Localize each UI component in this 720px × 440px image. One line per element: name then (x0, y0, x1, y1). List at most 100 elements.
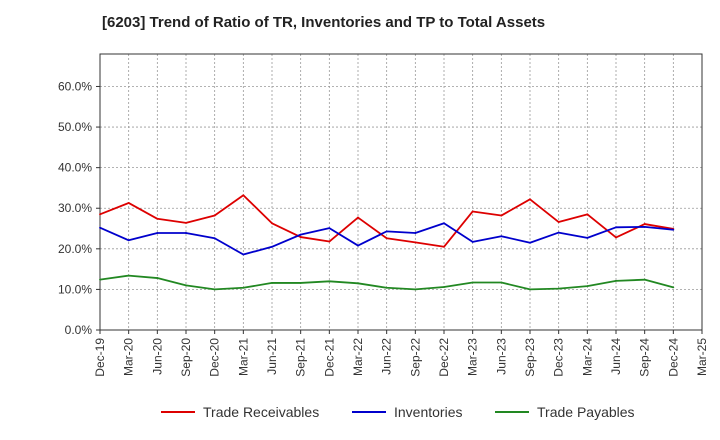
trade-receivables-point (357, 216, 359, 219)
x-tick-label: Jun-24 (609, 338, 623, 375)
trade-payables-point (443, 286, 445, 288)
x-tick-label: Mar-24 (580, 338, 594, 376)
inventories-point (443, 222, 445, 225)
trade-payables-point (156, 277, 159, 279)
y-tick-label: 30.0% (58, 201, 92, 215)
x-tick-label: Mar-23 (466, 338, 480, 376)
gridlines (100, 54, 702, 330)
trade-payables-point (500, 281, 503, 284)
x-tick-label: Sep-23 (523, 338, 537, 377)
legend-item-trade-receivables: Trade Receivables (161, 404, 319, 420)
x-tick-label: Dec-24 (666, 338, 680, 377)
y-tick-labels: 0.0% 10.0% 20.0% 30.0% 40.0% 50.0% 60.0% (58, 79, 92, 337)
trade-payables-point (185, 284, 187, 287)
x-tick-label: Dec-20 (208, 338, 222, 377)
y-tick-label: 50.0% (58, 120, 92, 134)
trade-receivables-point (443, 245, 445, 248)
trade-receivables-point (529, 198, 531, 201)
x-tick-label: Jun-23 (494, 338, 508, 375)
legend-label-trade-receivables: Trade Receivables (203, 404, 320, 420)
legend-item-inventories: Inventories (352, 404, 462, 420)
inventories-point (299, 233, 302, 236)
series-lines (99, 194, 675, 291)
trade-payables-point (385, 286, 388, 289)
trade-payables-point (357, 282, 359, 285)
inventories-point (643, 226, 646, 228)
trade-payables-point (127, 274, 130, 277)
inventories-point (414, 232, 417, 234)
inventories-point (328, 227, 331, 230)
trade-payables-point (672, 286, 675, 289)
trade-payables-point (299, 282, 302, 284)
y-tick-label: 10.0% (58, 282, 92, 296)
x-tick-label: Dec-21 (322, 338, 336, 377)
legend-label-trade-payables: Trade Payables (537, 404, 635, 420)
legend-swatch-trade-payables (495, 411, 529, 413)
inventories-point (271, 245, 273, 248)
trade-receivables-point (156, 217, 159, 220)
inventories-point (99, 226, 101, 229)
trade-receivables-point (557, 221, 560, 223)
trade-payables-point (328, 280, 331, 283)
trade-payables-point (586, 285, 589, 288)
x-tick-label: Sep-21 (294, 338, 308, 377)
inventories-point (357, 244, 359, 247)
inventories-point (557, 231, 560, 234)
inventories-point (672, 228, 675, 231)
y-tick-label: 0.0% (65, 323, 93, 337)
legend-swatch-inventories (352, 411, 386, 413)
trade-receivables-point (414, 241, 417, 244)
inventories-point (500, 235, 503, 238)
x-tick-label: Mar-21 (236, 338, 250, 376)
trade-payables-point (529, 288, 531, 291)
trade-receivables-point (185, 221, 187, 224)
x-tick-label: Jun-20 (150, 338, 164, 375)
y-tick-label: 20.0% (58, 242, 92, 256)
legend-swatch-trade-receivables (161, 411, 195, 413)
trade-receivables-point (328, 240, 331, 243)
inventories-point (185, 232, 187, 234)
inventories-point (127, 239, 130, 242)
trade-receivables-point (271, 222, 273, 225)
trade-payables-point (414, 288, 417, 291)
trade-payables-point (471, 281, 474, 284)
plot-frame (99, 53, 703, 331)
inventories-point (615, 226, 617, 229)
x-tick-label: Dec-19 (93, 338, 107, 377)
inventories-point (586, 236, 589, 239)
y-tick-label: 40.0% (58, 161, 92, 175)
trade-payables-point (643, 278, 646, 281)
legend-label-inventories: Inventories (394, 404, 463, 420)
x-tick-label: Jun-22 (380, 338, 394, 375)
chart-title: [6203] Trend of Ratio of TR, Inventories… (102, 14, 546, 31)
trade-receivables-point (471, 210, 474, 213)
inventories-point (242, 253, 245, 256)
x-tick-label: Mar-20 (122, 338, 136, 376)
trade-payables-point (557, 287, 560, 290)
inventories-point (529, 241, 531, 244)
legend-item-trade-payables: Trade Payables (495, 404, 635, 420)
x-tick-label: Mar-25 (695, 338, 709, 376)
trade-receivables-point (615, 236, 617, 239)
legend: Trade Receivables Inventories Trade Payabl… (0, 404, 720, 426)
trade-payables-point (271, 282, 273, 284)
x-tick-label: Sep-22 (408, 338, 422, 377)
trade-payables-point (99, 278, 101, 281)
inventories-point (385, 230, 388, 233)
trade-receivables-point (99, 213, 101, 216)
inventories-point (471, 241, 474, 243)
axes (96, 53, 703, 334)
x-tick-labels: Dec-19 Mar-20 Jun-20 Sep-20 Dec-20 Mar-21 Jun-… (93, 338, 709, 377)
x-tick-label: Dec-22 (437, 338, 451, 377)
inventories-point (213, 237, 216, 240)
y-tick-label: 60.0% (58, 79, 92, 93)
trade-receivables-point (643, 223, 646, 225)
x-tick-label: Dec-23 (552, 338, 566, 377)
trade-receivables-point (500, 214, 503, 217)
x-tick-label: Mar-22 (351, 338, 365, 376)
trade-receivables-point (213, 214, 216, 217)
trade-receivables-point (385, 237, 388, 240)
trade-receivables-point (127, 202, 130, 204)
trade-payables-point (213, 288, 216, 291)
